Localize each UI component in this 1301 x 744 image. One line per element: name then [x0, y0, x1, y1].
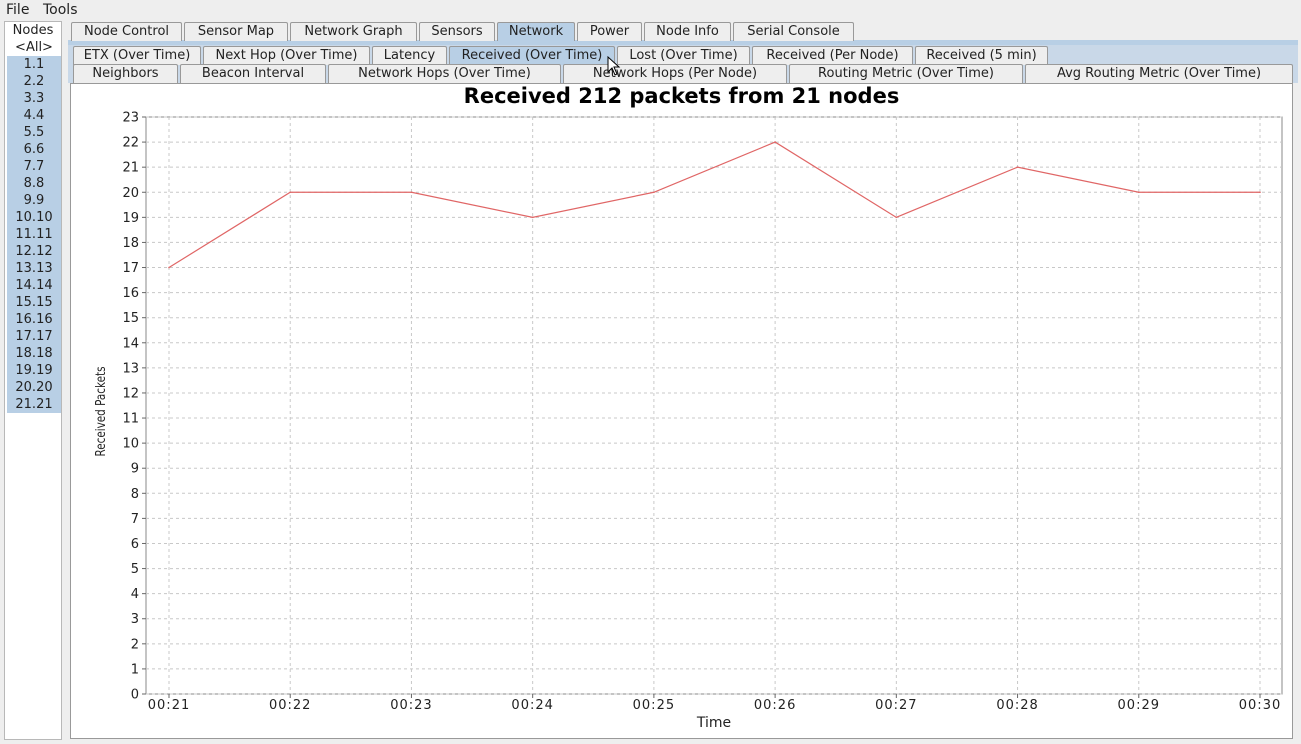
menu-tools[interactable]: Tools [43, 2, 78, 18]
subtab-routing-metric-over-time[interactable]: Routing Metric (Over Time) [789, 64, 1023, 83]
menu-bar: File Tools [0, 0, 1301, 20]
node-item[interactable]: 12.12 [7, 243, 61, 260]
node-item[interactable]: 10.10 [7, 209, 61, 226]
node-item[interactable]: 1.1 [7, 56, 61, 73]
tab-sensors[interactable]: Sensors [419, 22, 495, 41]
subtab-beacon-interval[interactable]: Beacon Interval [180, 64, 326, 83]
nodes-title: Nodes [12, 23, 54, 38]
subtab-etx-over-time[interactable]: ETX (Over Time) [73, 46, 201, 65]
node-item[interactable]: 2.2 [7, 73, 61, 90]
subtab-avg-routing-metric-over-time[interactable]: Avg Routing Metric (Over Time) [1025, 64, 1293, 83]
node-item[interactable]: 21.21 [7, 396, 61, 413]
subtab-next-hop-over-time[interactable]: Next Hop (Over Time) [203, 46, 370, 65]
node-item[interactable]: 4.4 [7, 107, 61, 124]
node-item[interactable]: 17.17 [7, 328, 61, 345]
menu-file-label: File [6, 2, 30, 18]
tab-network[interactable]: Network [497, 22, 575, 41]
node-item[interactable]: 9.9 [7, 192, 61, 209]
subtab-network-hops-over-time[interactable]: Network Hops (Over Time) [328, 64, 561, 83]
node-item[interactable]: 18.18 [7, 345, 61, 362]
node-item[interactable]: 3.3 [7, 90, 61, 107]
node-item[interactable]: 5.5 [7, 124, 61, 141]
node-item[interactable]: 20.20 [7, 379, 61, 396]
node-item[interactable]: 11.11 [7, 226, 61, 243]
node-item[interactable]: 13.13 [7, 260, 61, 277]
subtab-network-hops-per-node[interactable]: Network Hops (Per Node) [563, 64, 787, 83]
tab-sensor-map[interactable]: Sensor Map [184, 22, 288, 41]
node-item[interactable]: 7.7 [7, 158, 61, 175]
tab-node-control[interactable]: Node Control [71, 22, 182, 41]
node-item[interactable]: 6.6 [7, 141, 61, 158]
subtab-received-over-time[interactable]: Received (Over Time) [449, 46, 615, 65]
main-tabstrip-underline [68, 40, 1298, 45]
subtab-received-5-min[interactable]: Received (5 min) [915, 46, 1048, 65]
tab-serial-console[interactable]: Serial Console [733, 22, 854, 41]
chart-title: Received 212 packets from 21 nodes [463, 84, 900, 108]
node-item[interactable]: <All> [15, 40, 53, 55]
node-item[interactable]: 19.19 [7, 362, 61, 379]
menu-tools-label: Tools [43, 2, 78, 18]
node-item[interactable]: 8.8 [7, 175, 61, 192]
chart-panel [70, 83, 1293, 739]
node-item[interactable]: 14.14 [7, 277, 61, 294]
subtab-latency[interactable]: Latency [372, 46, 447, 65]
subtab-lost-over-time[interactable]: Lost (Over Time) [617, 46, 750, 65]
tab-network-graph[interactable]: Network Graph [290, 22, 417, 41]
node-item[interactable]: 15.15 [7, 294, 61, 311]
mouse-cursor-icon [607, 56, 621, 76]
subtab-received-per-node[interactable]: Received (Per Node) [752, 46, 913, 65]
menu-file[interactable]: File [6, 2, 29, 18]
subtab-neighbors[interactable]: Neighbors [73, 64, 178, 83]
tab-power[interactable]: Power [577, 22, 642, 41]
tab-node-info[interactable]: Node Info [644, 22, 731, 41]
node-item[interactable]: 16.16 [7, 311, 61, 328]
nodes-panel: Nodes <All> 1.1 2.2 3.3 4.4 5.5 6.6 7.7 8.8 9.9 10… [4, 21, 62, 740]
